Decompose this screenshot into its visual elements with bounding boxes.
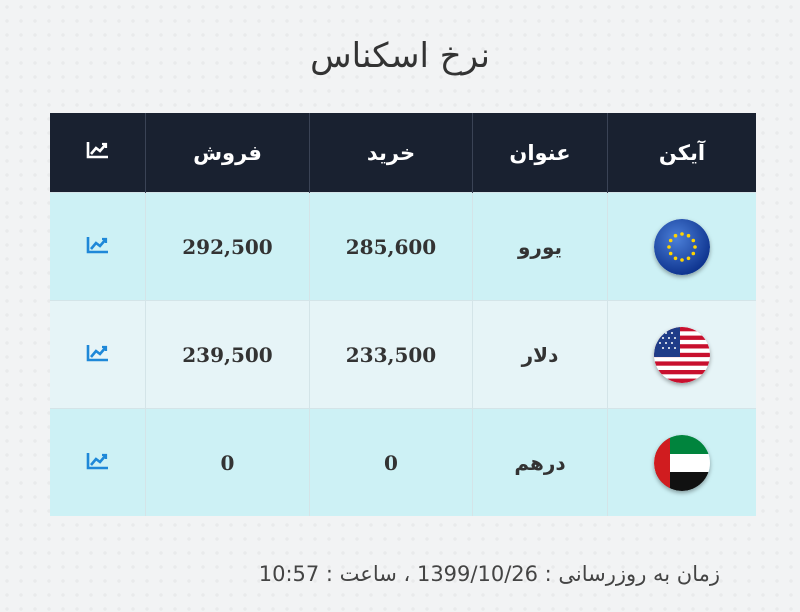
chart-cell: [50, 408, 146, 516]
buy-price: 285,600: [309, 192, 473, 301]
header-icon: آیکن: [607, 113, 756, 193]
sell-price: 0: [145, 408, 310, 516]
buy-price: 233,500: [309, 300, 473, 409]
page-title: نرخ اسکناس: [310, 36, 490, 76]
table-row: درهم 0 0: [50, 408, 756, 516]
chart-line-icon[interactable]: [86, 343, 110, 368]
header-sell: فروش: [145, 113, 310, 193]
table-row: دلار 233,500 239,500: [50, 300, 756, 409]
header-name: عنوان: [472, 113, 608, 193]
exchange-rates-table: آیکن عنوان خرید فروش: [50, 113, 756, 516]
sell-price: 239,500: [145, 300, 310, 409]
currency-name: درهم: [472, 408, 608, 516]
currency-name: دلار: [472, 300, 608, 409]
header-chart: [50, 113, 146, 193]
chart-line-icon[interactable]: [86, 451, 110, 476]
buy-price: 0: [309, 408, 473, 516]
us-flag-icon: [654, 326, 710, 383]
chart-cell: [50, 192, 146, 301]
table-header-row: آیکن عنوان خرید فروش: [50, 113, 756, 193]
chart-line-icon[interactable]: [86, 235, 110, 260]
flag-cell: [607, 300, 756, 409]
flag-cell: [607, 408, 756, 516]
chart-cell: [50, 300, 146, 409]
table-row: یورو 285,600 292,500: [50, 192, 756, 301]
header-buy: خرید: [309, 113, 473, 193]
uae-flag-icon: [654, 434, 710, 491]
sell-price: 292,500: [145, 192, 310, 301]
chart-line-icon: [86, 140, 110, 165]
flag-cell: [607, 192, 756, 301]
currency-name: یورو: [472, 192, 608, 301]
last-update-text: زمان به روزرسانی : 1399/10/26 ، ساعت : 1…: [258, 562, 720, 586]
eu-flag-icon: [654, 218, 710, 275]
